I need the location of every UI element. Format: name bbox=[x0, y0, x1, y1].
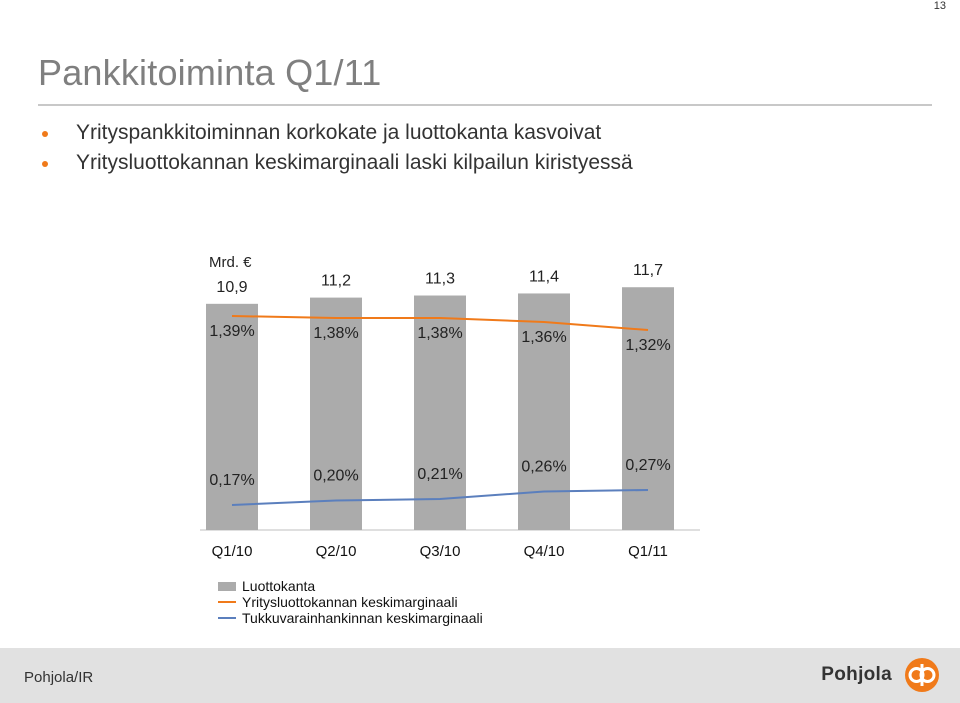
x-tick-label: Q1/11 bbox=[628, 543, 668, 560]
combo-chart: Mrd. € 10,9 Q1/10 11,2 Q2/10 11,3 Q3/10 11,4 Q4/… bbox=[200, 254, 700, 560]
x-tick-label: Q3/10 bbox=[420, 543, 461, 560]
unit-label: Mrd. € bbox=[209, 254, 252, 271]
legend-bar-swatch bbox=[218, 581, 236, 591]
orange-data-label: 1,38% bbox=[313, 325, 358, 342]
bar-value-label: 10,9 bbox=[216, 279, 247, 296]
legend-label: Luottokanta bbox=[242, 578, 316, 594]
bullet-dot-icon bbox=[42, 161, 48, 167]
footer-label: Pohjola/IR bbox=[24, 669, 94, 686]
bullet-item: Yrityspankkitoiminnan korkokate ja luott… bbox=[38, 118, 633, 148]
blue-data-label: 0,21% bbox=[417, 466, 462, 483]
bullet-item: Yritysluottokannan keskimarginaali laski… bbox=[38, 148, 633, 178]
orange-data-label: 1,36% bbox=[521, 329, 566, 346]
orange-data-label: 1,38% bbox=[417, 325, 462, 342]
legend-label: Yritysluottokannan keskimarginaali bbox=[242, 594, 458, 610]
legend-line-swatch bbox=[218, 601, 236, 603]
bar-q1-11 bbox=[622, 287, 674, 530]
bar-value-label: 11,3 bbox=[425, 271, 455, 288]
x-tick-label: Q1/10 bbox=[212, 543, 253, 560]
blue-data-label: 0,17% bbox=[209, 472, 254, 489]
title-divider bbox=[38, 104, 932, 106]
bullet-dot-icon bbox=[42, 131, 48, 137]
legend-line-swatch bbox=[218, 617, 236, 619]
brand-name: Pohjola bbox=[821, 664, 892, 685]
bar-q2-10 bbox=[310, 297, 362, 530]
blue-data-label: 0,20% bbox=[313, 468, 358, 485]
orange-data-label: 1,39% bbox=[209, 323, 254, 340]
bar-q1-10 bbox=[206, 303, 258, 530]
series-line-yritysluotto bbox=[231, 315, 649, 331]
bullet-text: Yrityspankkitoiminnan korkokate ja luott… bbox=[76, 121, 602, 144]
bullet-text: Yritysluottokannan keskimarginaali laski… bbox=[76, 151, 633, 174]
legend-item-luottokanta: Luottokanta bbox=[218, 578, 483, 594]
bullet-list: Yrityspankkitoiminnan korkokate ja luott… bbox=[38, 118, 633, 178]
legend-item-yritysluotto: Yritysluottokannan keskimarginaali bbox=[218, 594, 483, 610]
page-number: 13 bbox=[933, 0, 946, 12]
bar-value-label: 11,4 bbox=[529, 268, 559, 285]
series-line-tukkuvara bbox=[231, 489, 649, 506]
legend-item-tukkuvara: Tukkuvarainhankinnan keskimarginaali bbox=[218, 610, 483, 626]
footer-bar: Pohjola/IR Pohjola bbox=[0, 648, 960, 703]
x-tick-label: Q4/10 bbox=[524, 543, 565, 560]
blue-data-label: 0,26% bbox=[521, 459, 566, 476]
legend-label: Tukkuvarainhankinnan keskimarginaali bbox=[242, 610, 483, 626]
bar-value-label: 11,2 bbox=[321, 273, 351, 290]
orange-data-label: 1,32% bbox=[625, 337, 670, 354]
chart-legend: Luottokanta Yritysluottokannan keskimarg… bbox=[218, 578, 483, 626]
blue-data-label: 0,27% bbox=[625, 457, 670, 474]
pohjola-logo-icon bbox=[905, 658, 939, 692]
x-tick-label: Q2/10 bbox=[316, 543, 357, 560]
bar-value-label: 11,7 bbox=[633, 262, 663, 279]
bar-q3-10 bbox=[414, 295, 466, 530]
slide-title: Pankkitoiminta Q1/11 bbox=[38, 52, 382, 93]
